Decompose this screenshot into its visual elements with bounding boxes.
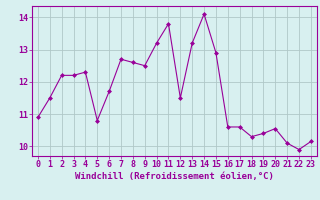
X-axis label: Windchill (Refroidissement éolien,°C): Windchill (Refroidissement éolien,°C): [75, 172, 274, 181]
